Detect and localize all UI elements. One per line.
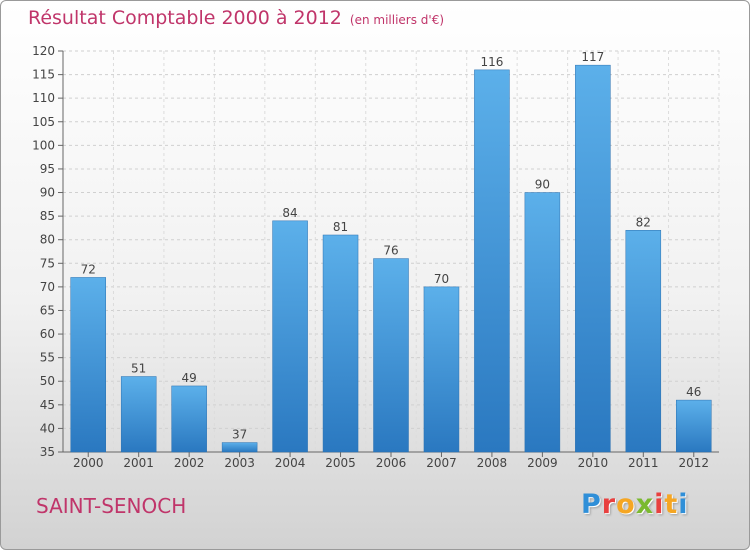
bar-2000 — [70, 277, 106, 453]
x-tick-label-2010: 2010 — [578, 456, 609, 470]
y-tick-label-105: 105 — [32, 115, 55, 129]
data-label-2006: 76 — [383, 244, 398, 258]
logo-letter: P — [581, 489, 602, 520]
bar-2004 — [272, 220, 308, 453]
x-tick-label-2009: 2009 — [527, 456, 558, 470]
data-label-2010: 117 — [581, 50, 604, 64]
bar-2010 — [575, 64, 611, 453]
y-tick-label-90: 90 — [40, 186, 55, 200]
y-tick-label-70: 70 — [40, 280, 55, 294]
logo-letter: t — [664, 489, 679, 520]
city-name: SAINT-SENOCH — [36, 494, 187, 518]
x-tick-label-2002: 2002 — [174, 456, 205, 470]
bars — [70, 64, 712, 453]
bar-2002 — [171, 385, 207, 453]
data-label-2001: 51 — [131, 362, 146, 376]
y-tick-label-115: 115 — [32, 68, 55, 82]
logo-letter: x — [635, 489, 655, 520]
logo-letter: o — [616, 489, 636, 520]
bar-chart: 35 40 45 50 55 60 65 70 75 80 85 90 95 100 105 110 115 12… — [32, 44, 720, 470]
data-label-2002: 49 — [182, 371, 197, 385]
chart-title-text: Résultat Comptable 2000 à 2012 — [28, 7, 342, 29]
data-labels: 72 51 49 37 84 81 76 70 116 90 117 82 46 — [81, 50, 702, 441]
x-tick-label-2004: 2004 — [275, 456, 306, 470]
x-tick-label-2007: 2007 — [426, 456, 457, 470]
data-label-2009: 90 — [535, 178, 550, 192]
bar-2008 — [474, 69, 510, 453]
x-tick-label-2008: 2008 — [477, 456, 508, 470]
data-label-2004: 84 — [282, 206, 297, 220]
data-label-2005: 81 — [333, 220, 348, 234]
bar-2006 — [373, 258, 409, 453]
y-tick-label-35: 35 — [40, 445, 55, 459]
data-label-2007: 70 — [434, 272, 449, 286]
data-label-2008: 116 — [480, 55, 503, 69]
x-tick-label-2006: 2006 — [376, 456, 407, 470]
logo-letter: r — [601, 489, 617, 520]
data-label-2000: 72 — [81, 262, 96, 276]
y-tick-label-65: 65 — [40, 303, 55, 317]
y-tick-label-100: 100 — [32, 138, 55, 152]
bar-2007 — [423, 286, 460, 453]
data-label-2012: 46 — [686, 385, 701, 399]
y-tick-label-85: 85 — [40, 209, 55, 223]
logo-letter: i — [654, 489, 665, 520]
proxiti-logo[interactable]: Proxiti — [581, 489, 689, 520]
bar-2003 — [221, 442, 258, 453]
y-tick-label-50: 50 — [40, 374, 55, 388]
y-tick-label-120: 120 — [32, 44, 55, 58]
chart-unit: (en milliers d'€) — [349, 13, 445, 27]
y-tick-label-40: 40 — [40, 421, 55, 435]
bar-2011 — [625, 230, 662, 453]
x-tick-label-2012: 2012 — [678, 456, 709, 470]
logo-letter: i — [678, 489, 689, 520]
data-label-2011: 82 — [636, 215, 651, 229]
chart-title: Résultat Comptable 2000 à 2012 (en millie… — [28, 7, 444, 29]
y-tick-label-60: 60 — [40, 327, 55, 341]
data-label-2003: 37 — [232, 428, 247, 442]
x-tick-label-2001: 2001 — [123, 456, 154, 470]
y-tick-label-75: 75 — [40, 256, 55, 270]
y-tick-label-95: 95 — [40, 162, 55, 176]
x-tick-label-2003: 2003 — [224, 456, 255, 470]
y-tick-label-45: 45 — [40, 398, 55, 412]
bar-2001 — [120, 376, 157, 453]
y-tick-label-80: 80 — [40, 233, 55, 247]
x-tick-label-2005: 2005 — [325, 456, 356, 470]
x-tick-label-2000: 2000 — [73, 456, 104, 470]
bar-2012 — [676, 399, 712, 453]
y-tick-label-55: 55 — [40, 351, 55, 365]
bar-2005 — [322, 234, 359, 453]
y-tick-label-110: 110 — [32, 91, 55, 105]
bar-2009 — [524, 192, 561, 453]
x-tick-label-2011: 2011 — [628, 456, 659, 470]
